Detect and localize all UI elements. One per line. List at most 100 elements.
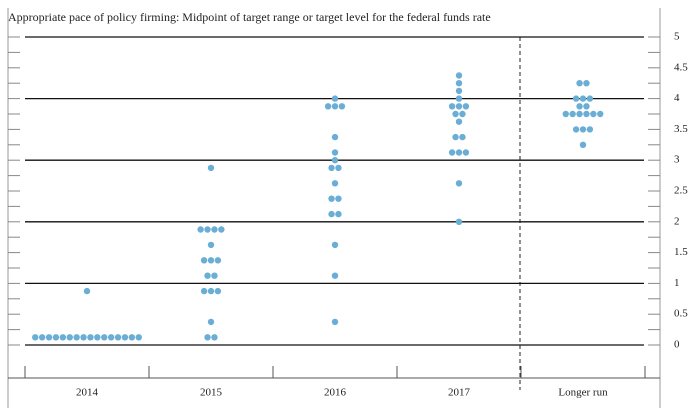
dot — [335, 210, 342, 218]
dot — [331, 103, 339, 110]
y-tick-label: 2 — [674, 215, 680, 227]
dot — [590, 110, 597, 118]
dot — [455, 118, 463, 125]
dot — [207, 241, 215, 249]
dot — [204, 334, 211, 341]
dot — [107, 334, 115, 341]
dot — [579, 95, 587, 102]
dot — [331, 318, 339, 326]
dot — [455, 103, 463, 110]
dot — [87, 334, 94, 341]
dot — [204, 272, 211, 279]
dot — [38, 334, 46, 341]
dot — [583, 103, 590, 110]
dot — [338, 103, 346, 110]
dot — [197, 226, 204, 233]
y-tick-label: 0.5 — [674, 308, 688, 320]
dot — [207, 164, 215, 172]
dot — [455, 180, 463, 187]
y-tick-label: 3.5 — [674, 123, 688, 135]
dot — [583, 110, 590, 118]
chart-title: Appropriate pace of policy firming: Midp… — [8, 10, 491, 24]
dot — [335, 164, 342, 172]
x-tick-label: 2017 — [448, 387, 471, 399]
dot — [328, 195, 335, 202]
dot — [83, 287, 91, 295]
dot — [586, 126, 594, 133]
dot — [331, 272, 339, 279]
dot — [455, 80, 463, 87]
dot — [73, 334, 80, 341]
dot — [459, 133, 466, 141]
dot — [324, 103, 332, 110]
dot — [45, 334, 53, 341]
dot — [462, 103, 470, 110]
y-tick-label: 1.5 — [674, 246, 688, 258]
y-tick-label: 0 — [674, 339, 680, 351]
y-tick-label: 1 — [674, 277, 680, 289]
y-tick-label: 2.5 — [674, 185, 688, 197]
dot — [455, 149, 463, 156]
dot — [94, 334, 101, 341]
dot — [448, 103, 456, 110]
dot — [459, 110, 466, 118]
y-tick-label: 3 — [674, 154, 680, 166]
dot — [576, 80, 583, 87]
dot — [80, 334, 87, 341]
dot — [331, 241, 339, 249]
dot — [455, 218, 463, 225]
y-tick-label: 4.5 — [674, 61, 688, 73]
dot — [579, 126, 587, 133]
x-tick-label: 2015 — [200, 387, 223, 399]
dot — [455, 95, 463, 102]
x-tick-label: 2016 — [324, 387, 347, 399]
dot — [200, 257, 208, 264]
dot — [576, 103, 583, 110]
dot — [572, 126, 580, 133]
dot — [331, 95, 339, 102]
dot — [128, 334, 136, 341]
dot — [52, 334, 60, 341]
dot — [214, 287, 222, 295]
dot — [135, 334, 142, 341]
y-tick-label: 5 — [674, 31, 680, 43]
dot — [335, 195, 342, 202]
dot — [572, 95, 580, 102]
x-tick-label: Longer run — [558, 387, 608, 399]
dot — [114, 334, 122, 341]
dot — [207, 257, 215, 264]
dot — [331, 157, 339, 164]
dot — [586, 95, 594, 102]
dot — [32, 334, 39, 341]
dot — [211, 272, 218, 279]
dot — [455, 72, 463, 79]
dot — [331, 180, 339, 187]
dot — [579, 141, 587, 148]
dot — [101, 334, 108, 341]
dot — [200, 287, 208, 295]
dot — [207, 318, 215, 326]
dot — [59, 334, 67, 341]
dot — [576, 110, 583, 118]
dot — [207, 287, 215, 295]
dot — [331, 133, 339, 141]
dot — [597, 110, 604, 118]
dot — [562, 110, 569, 118]
dot — [204, 226, 211, 233]
dot — [211, 226, 218, 233]
dot — [452, 133, 459, 141]
dot — [211, 334, 218, 341]
dot — [583, 80, 590, 87]
dot — [452, 110, 459, 118]
dot — [214, 257, 222, 264]
dot — [331, 149, 339, 156]
dot — [66, 334, 73, 341]
dot — [455, 87, 463, 95]
dot — [328, 164, 335, 172]
dot — [569, 110, 576, 118]
x-tick-label: 2014 — [76, 387, 99, 399]
dot — [328, 210, 335, 218]
dot — [218, 226, 225, 233]
y-tick-label: 4 — [674, 92, 680, 104]
